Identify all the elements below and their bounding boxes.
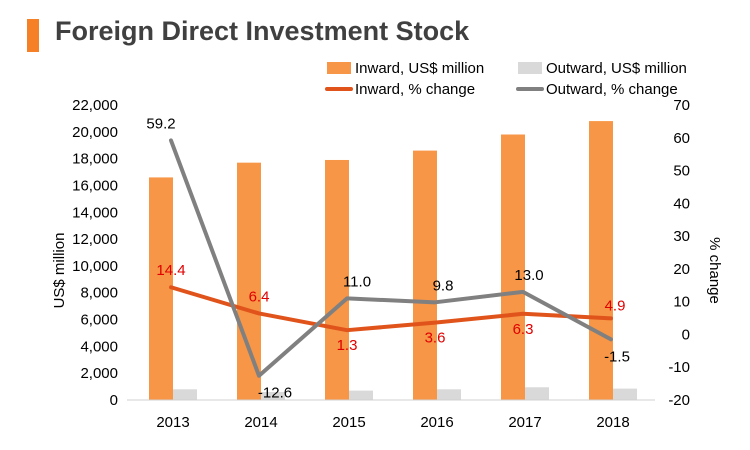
inward-bar-2017 (501, 134, 525, 400)
legend-inward-bar-label: Inward, US$ million (355, 60, 484, 77)
outward-bar-2018 (613, 388, 637, 400)
data-labels-layer: 14.4 6.4 1.3 3.6 6.3 4.9 59.2 -12.6 11.0 9.8 13.0 -… (146, 115, 630, 401)
legend: Inward, US$ million Outward, US$ million I… (325, 60, 687, 98)
outward-change-line (169, 138, 613, 378)
outward-bar-2014 (261, 391, 285, 400)
inward-bar-2016 (413, 150, 437, 400)
y-tick-label: 12,000 (72, 231, 118, 248)
y2-tick-label: -20 (668, 392, 690, 409)
y2-tick-label: 40 (673, 195, 690, 212)
y2-tick-label: 10 (673, 294, 690, 311)
outward-change-label: 11.0 (343, 273, 371, 290)
inward-change-label: 6.3 (513, 321, 534, 338)
legend-inward-bar-swatch (327, 62, 351, 74)
y2-tick-label: 50 (673, 163, 690, 180)
x-tick-label: 2013 (156, 414, 189, 431)
y-tick-label: 2,000 (80, 365, 118, 382)
legend-outward-bar-swatch (518, 62, 542, 74)
y-tick-label: 16,000 (72, 177, 118, 194)
y2-tick-label: 30 (673, 228, 690, 245)
axes-layer: 0 2,000 4,000 6,000 8,000 10,000 12,000 14,000 1… (51, 97, 723, 431)
inward-bar-2018 (589, 121, 613, 400)
inward-change-label: 6.4 (249, 288, 270, 305)
chart-title: Foreign Direct Investment Stock (55, 16, 470, 46)
inward-change-line (169, 285, 613, 333)
legend-outward-bar-label: Outward, US$ million (546, 60, 687, 77)
inward-bar-2015 (325, 159, 349, 400)
y-tick-label: 18,000 (72, 151, 118, 168)
y-tick-label: 8,000 (80, 285, 118, 302)
outward-change-label: -1.5 (604, 348, 630, 365)
outward-change-label: 9.8 (433, 277, 454, 294)
x-tick-label: 2017 (508, 414, 541, 431)
outward-change-label: 59.2 (146, 115, 175, 132)
y-tick-label: 22,000 (72, 97, 118, 114)
outward-bar-2013 (173, 389, 197, 400)
x-tick-label: 2014 (244, 414, 277, 431)
title-accent-bar (27, 19, 39, 52)
y2-tick-label: -10 (668, 359, 690, 376)
y-tick-label: 10,000 (72, 258, 118, 275)
outward-bar-2015 (349, 390, 373, 400)
outward-change-label: -12.6 (258, 385, 292, 402)
x-tick-label: 2015 (332, 414, 365, 431)
y-tick-label: 0 (110, 392, 118, 409)
legend-outward-line-label: Outward, % change (546, 81, 678, 98)
inward-bar-2014 (237, 162, 261, 400)
y2-tick-label: 20 (673, 261, 690, 278)
outward-change-label: 13.0 (514, 267, 543, 284)
x-tick-label: 2016 (420, 414, 453, 431)
x-tick-label: 2018 (596, 414, 629, 431)
inward-change-label: 4.9 (605, 297, 626, 314)
inward-bar-2013 (149, 177, 173, 400)
inward-change-label: 14.4 (156, 262, 185, 279)
lines-layer (169, 138, 613, 378)
y-tick-label: 14,000 (72, 204, 118, 221)
y2-axis-title: % change (706, 237, 723, 304)
y-tick-label: 20,000 (72, 124, 118, 141)
inward-change-label: 1.3 (337, 337, 358, 354)
inward-change-label: 3.6 (425, 330, 446, 347)
y-tick-label: 4,000 (80, 338, 118, 355)
bars-layer (149, 121, 637, 400)
legend-inward-line-label: Inward, % change (355, 81, 475, 98)
y2-tick-label: 0 (682, 326, 690, 343)
y-axis-title: US$ million (51, 233, 68, 309)
y2-tick-label: 70 (673, 97, 690, 114)
outward-bar-2016 (437, 389, 461, 400)
y2-tick-label: 60 (673, 130, 690, 147)
outward-bar-2017 (525, 387, 549, 400)
y-tick-label: 6,000 (80, 312, 118, 329)
